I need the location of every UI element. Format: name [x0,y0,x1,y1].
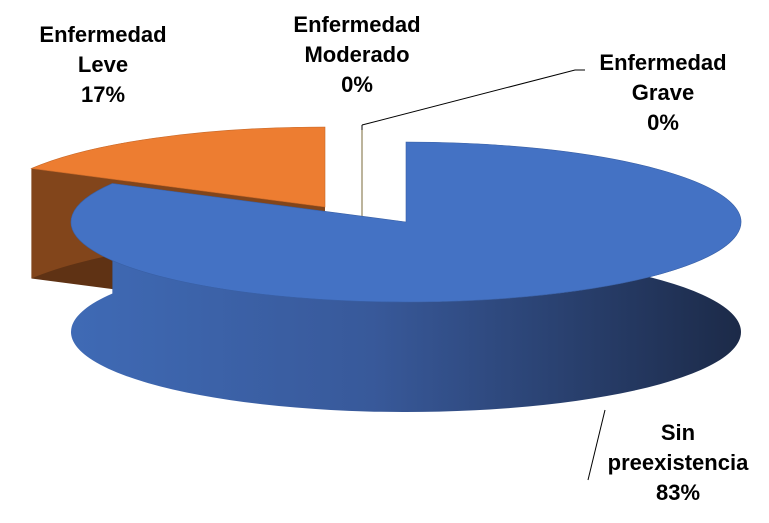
data-label: Sin preexistencia 83% [588,418,768,508]
category-label: Enfermedad Grave [599,50,727,105]
value-label: 17% [80,82,126,107]
slice [70,141,742,303]
leader-line [587,409,606,481]
category-label: Sin preexistencia [607,420,749,475]
value-label: 0% [647,110,679,135]
category-label: Enfermedad Leve [39,22,167,77]
data-label: Enfermedad Moderado 0% [262,10,452,100]
value-label: 0% [341,72,373,97]
value-label: 83% [655,480,701,505]
slice [30,126,326,208]
data-label: Enfermedad Leve 17% [8,20,198,110]
category-label: Enfermedad Moderado [293,12,421,67]
leader-line [361,69,585,126]
data-label: Enfermedad Grave 0% [568,48,758,138]
